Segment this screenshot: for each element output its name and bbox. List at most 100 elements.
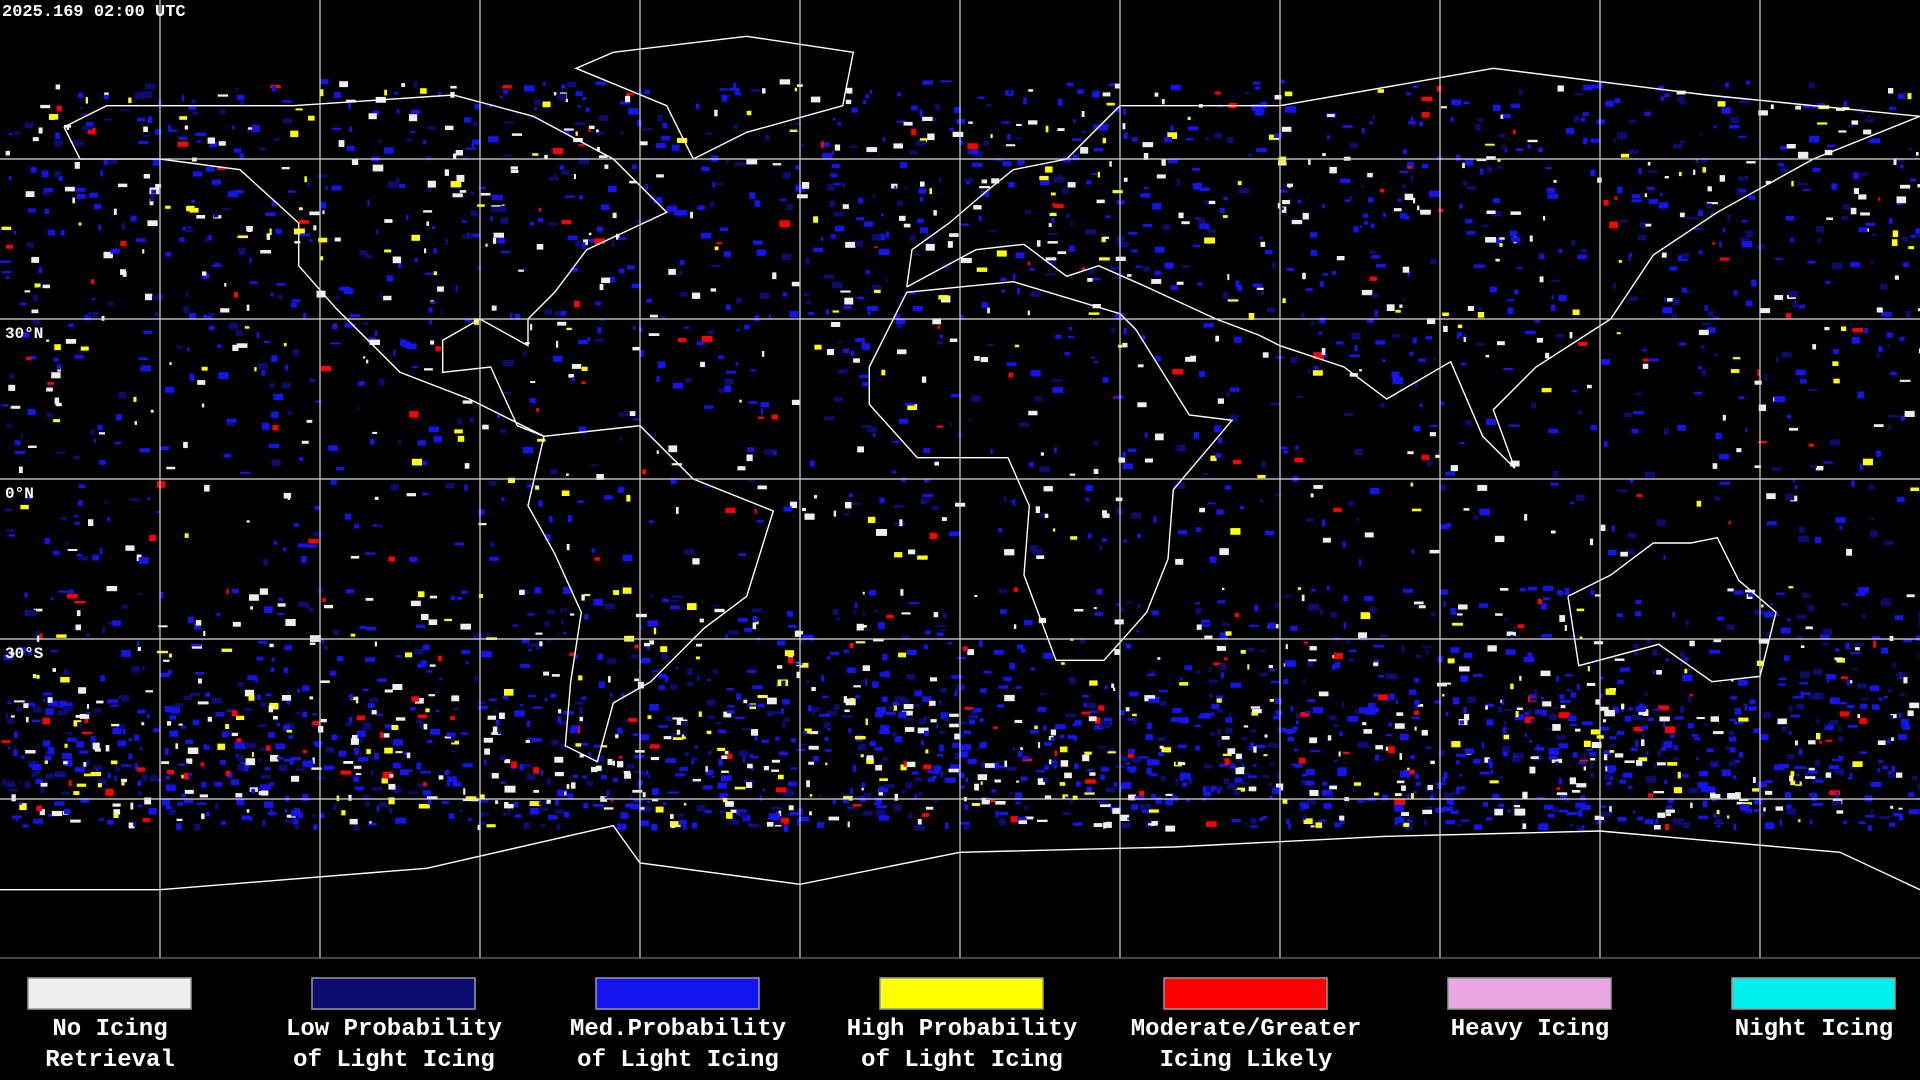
icing-speckle xyxy=(318,725,324,733)
icing-speckle xyxy=(893,804,902,812)
icing-speckle xyxy=(450,181,462,188)
icing-speckle xyxy=(1689,640,1695,647)
icing-speckle xyxy=(6,424,13,428)
icing-speckle xyxy=(376,229,379,234)
icing-speckle xyxy=(282,118,293,124)
icing-speckle xyxy=(1682,674,1693,682)
icing-speckle xyxy=(232,621,241,627)
icing-speckle xyxy=(1887,424,1891,431)
icing-speckle xyxy=(869,90,872,95)
icing-speckle xyxy=(1571,239,1576,247)
icing-speckle xyxy=(1876,450,1881,457)
icing-speckle xyxy=(718,758,723,766)
icing-speckle xyxy=(1375,754,1380,761)
icing-speckle xyxy=(1847,777,1851,780)
icing-speckle xyxy=(1564,588,1570,595)
icing-speckle xyxy=(369,821,372,824)
icing-speckle xyxy=(418,803,430,809)
icing-speckle xyxy=(1016,780,1020,783)
icing-speckle xyxy=(1691,734,1699,737)
icing-speckle xyxy=(898,711,907,719)
icing-speckle xyxy=(1421,96,1433,101)
icing-speckle xyxy=(578,339,588,345)
coastline xyxy=(574,35,855,160)
icing-speckle xyxy=(26,717,29,723)
icing-speckle xyxy=(1716,809,1720,815)
icing-speckle xyxy=(583,802,589,809)
icing-speckle xyxy=(417,714,427,719)
icing-speckle xyxy=(1209,786,1217,790)
icing-speckle xyxy=(1629,252,1632,257)
icing-speckle xyxy=(1529,766,1536,774)
icing-speckle xyxy=(1524,330,1536,335)
icing-speckle xyxy=(1899,336,1905,341)
icing-speckle xyxy=(1871,233,1878,236)
icing-speckle xyxy=(415,698,424,704)
icing-speckle xyxy=(1583,766,1586,771)
icing-speckle xyxy=(941,517,947,521)
icing-speckle xyxy=(189,373,195,381)
icing-speckle xyxy=(940,712,948,720)
icing-speckle xyxy=(647,773,651,779)
icing-speckle xyxy=(1564,798,1570,802)
icing-speckle xyxy=(922,813,930,817)
icing-speckle xyxy=(1309,737,1318,744)
icing-speckle xyxy=(1741,220,1748,223)
icing-speckle xyxy=(348,794,352,801)
icing-speckle xyxy=(258,640,268,644)
icing-speckle xyxy=(612,777,619,782)
icing-speckle xyxy=(286,729,293,733)
icing-speckle xyxy=(959,139,963,146)
icing-speckle xyxy=(864,792,872,799)
icing-speckle xyxy=(348,102,351,109)
icing-speckle xyxy=(1780,627,1791,634)
icing-speckle xyxy=(1003,495,1007,502)
icing-speckle xyxy=(1642,363,1649,369)
icing-speckle xyxy=(115,441,122,445)
icing-speckle xyxy=(1599,676,1604,680)
icing-speckle xyxy=(156,511,160,514)
icing-speckle xyxy=(1333,759,1339,763)
icing-speckle xyxy=(1529,693,1536,697)
icing-speckle xyxy=(100,170,104,177)
icing-speckle xyxy=(306,419,313,423)
icing-speckle xyxy=(1463,101,1470,105)
icing-speckle xyxy=(271,657,275,662)
icing-speckle xyxy=(1098,746,1107,749)
icing-speckle xyxy=(1155,433,1164,441)
icing-speckle xyxy=(178,136,188,140)
icing-speckle xyxy=(1775,356,1779,363)
icing-speckle xyxy=(1632,644,1640,649)
icing-speckle xyxy=(1310,232,1318,238)
icing-speckle xyxy=(291,775,300,782)
icing-speckle xyxy=(117,740,127,747)
icing-speckle xyxy=(1016,124,1022,126)
icing-speckle xyxy=(8,788,18,792)
icing-speckle xyxy=(696,804,705,812)
icing-speckle xyxy=(1214,425,1221,432)
icing-speckle xyxy=(37,770,40,775)
icing-speckle xyxy=(135,97,139,100)
icing-speckle xyxy=(949,531,961,537)
icing-speckle xyxy=(1713,353,1718,357)
icing-speckle xyxy=(1045,273,1056,276)
icing-speckle xyxy=(1050,192,1056,196)
icing-speckle xyxy=(981,302,988,309)
icing-speckle xyxy=(495,800,499,804)
icing-speckle xyxy=(154,129,162,135)
icing-speckle xyxy=(8,645,11,649)
icing-speckle xyxy=(380,731,384,739)
icing-speckle xyxy=(1796,773,1800,777)
icing-speckle xyxy=(1313,485,1323,489)
icing-speckle xyxy=(87,127,96,135)
icing-speckle xyxy=(1903,676,1908,684)
icing-speckle xyxy=(903,121,913,126)
icing-speckle xyxy=(73,455,81,460)
icing-speckle xyxy=(367,822,377,826)
icing-speckle xyxy=(1371,293,1379,298)
icing-speckle xyxy=(1918,348,1920,354)
icing-speckle xyxy=(1123,328,1127,335)
icing-speckle xyxy=(747,447,755,452)
icing-speckle xyxy=(137,709,146,714)
icing-speckle xyxy=(101,626,106,633)
